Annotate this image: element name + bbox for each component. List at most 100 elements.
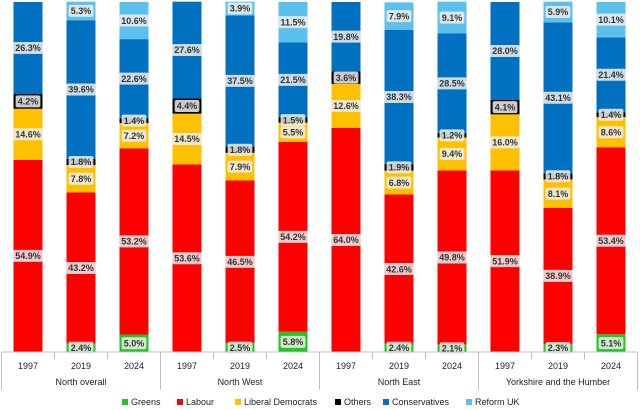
- data-label-labour-1: 43.2%: [66, 262, 96, 274]
- data-label-text: 51.9%: [492, 256, 518, 266]
- x-axis: 1997 2019 2024 1997 2019 2024 1997 2019 2024 1997…: [1, 351, 638, 390]
- data-label-greens-2: 5.0%: [121, 337, 147, 350]
- data-label-text: 54.9%: [15, 251, 41, 261]
- x-tick-label-4: 2019: [230, 361, 250, 371]
- data-label-text: 1.8%: [71, 157, 92, 167]
- data-label-text: 21.4%: [598, 70, 624, 80]
- data-label-text: 64.0%: [333, 235, 359, 245]
- data-label-box: [68, 4, 94, 17]
- data-label-box: [437, 77, 467, 90]
- legend-item-reform-uk: Reform UK: [466, 397, 520, 407]
- data-label-labour-9: 51.9%: [490, 255, 520, 268]
- data-label-box: [598, 337, 624, 350]
- data-label-text: 4.1%: [495, 102, 516, 112]
- data-label-box: [278, 230, 308, 243]
- data-label-box: [13, 128, 43, 141]
- legend-label: Greens: [131, 397, 161, 407]
- x-tick-label-11: 2024: [601, 361, 621, 371]
- data-label-reform-uk-10: 5.9%: [545, 5, 571, 18]
- data-label-box: [439, 11, 465, 24]
- data-label-text: 43.1%: [545, 93, 571, 103]
- data-label-others-9: 4.1%: [492, 101, 518, 114]
- data-label-box: [545, 5, 571, 18]
- data-label-text: 5.1%: [601, 338, 622, 348]
- data-label-greens-4: 2.5%: [227, 341, 253, 354]
- data-label-box: [331, 99, 361, 112]
- data-label-labour-11: 53.4%: [596, 234, 626, 247]
- data-label-box: [119, 235, 149, 248]
- data-label-others-11: 1.4%: [598, 108, 624, 121]
- data-label-greens-10: 2.3%: [545, 341, 571, 354]
- x-tick-label-5: 2024: [283, 361, 303, 371]
- data-label-liberal-democrats-2: 7.2%: [121, 129, 147, 142]
- bars-layer: [13, 1, 626, 352]
- data-label-text: 19.8%: [333, 32, 359, 42]
- data-label-conservatives-11: 21.4%: [596, 68, 626, 81]
- data-label-box: [386, 176, 412, 189]
- data-label-greens-5: 5.8%: [280, 335, 306, 348]
- data-label-reform-uk-8: 9.1%: [439, 11, 465, 24]
- legend-item-greens: Greens: [122, 397, 161, 407]
- x-tick-label-0: 1997: [18, 361, 38, 371]
- data-label-box: [227, 160, 253, 173]
- data-label-conservatives-7: 38.3%: [384, 91, 414, 104]
- data-label-box: [598, 126, 624, 139]
- data-label-text: 9.1%: [442, 13, 463, 23]
- data-label-conservatives-8: 28.5%: [437, 77, 467, 90]
- legend-swatch: [466, 399, 472, 405]
- data-label-text: 14.6%: [15, 130, 41, 140]
- data-label-box: [386, 341, 412, 354]
- data-label-box: [331, 234, 361, 246]
- x-tick-label-1: 2019: [71, 361, 91, 371]
- data-label-labour-2: 53.2%: [119, 235, 149, 248]
- data-label-greens-8: 2.1%: [439, 342, 465, 355]
- data-label-others-10: 1.8%: [545, 170, 571, 183]
- data-label-reform-uk-1: 5.3%: [68, 4, 94, 17]
- x-tick-label-2: 2024: [124, 361, 144, 371]
- data-label-text: 28.0%: [492, 46, 518, 56]
- data-label-reform-uk-2: 10.6%: [119, 14, 149, 27]
- data-label-text: 2.4%: [389, 343, 410, 353]
- data-label-box: [172, 252, 202, 265]
- data-label-text: 43.2%: [68, 263, 94, 273]
- group-label-north-west: North West: [218, 377, 263, 387]
- data-label-others-4: 1.8%: [227, 143, 253, 156]
- data-label-text: 27.6%: [174, 45, 200, 55]
- data-label-greens-7: 2.4%: [386, 341, 412, 354]
- data-label-box: [437, 251, 467, 264]
- data-label-box: [225, 74, 255, 87]
- data-label-box: [174, 99, 200, 112]
- data-label-text: 1.8%: [230, 145, 251, 155]
- data-label-text: 2.1%: [442, 344, 463, 354]
- data-label-box: [13, 42, 43, 55]
- legend-item-labour: Labour: [177, 397, 214, 407]
- data-label-text: 5.8%: [283, 337, 304, 347]
- data-label-text: 4.4%: [177, 101, 198, 111]
- data-label-box: [439, 129, 465, 142]
- data-label-text: 5.0%: [124, 338, 145, 348]
- data-label-reform-uk-11: 10.1%: [596, 13, 626, 26]
- legend-label: Reform UK: [475, 397, 520, 407]
- x-tick-label-3: 1997: [177, 361, 197, 371]
- data-label-box: [331, 30, 361, 43]
- data-label-box: [278, 16, 308, 29]
- data-label-text: 21.5%: [280, 75, 306, 85]
- legend-swatch: [383, 399, 389, 405]
- data-label-box: [386, 161, 412, 174]
- data-label-liberal-democrats-10: 8.1%: [545, 187, 571, 200]
- data-label-box: [119, 14, 149, 27]
- data-label-box: [280, 126, 306, 139]
- data-labels-layer: 54.9% 14.6% 4.2% 26.3% 2.4% 43.2% 7.8% 1.8% 39.6…: [13, 2, 626, 355]
- legend-label: Conservatives: [392, 397, 450, 407]
- data-label-box: [333, 71, 359, 84]
- data-label-labour-5: 54.2%: [278, 230, 308, 243]
- data-label-liberal-democrats-1: 7.8%: [68, 172, 94, 185]
- x-tick-label-8: 2024: [442, 361, 462, 371]
- data-label-text: 38.9%: [545, 271, 571, 281]
- data-label-text: 53.6%: [174, 253, 200, 263]
- data-label-others-3: 4.4%: [174, 99, 200, 112]
- data-label-others-0: 4.2%: [15, 95, 41, 108]
- data-label-liberal-democrats-6: 12.6%: [331, 99, 361, 112]
- data-label-text: 1.4%: [601, 110, 622, 120]
